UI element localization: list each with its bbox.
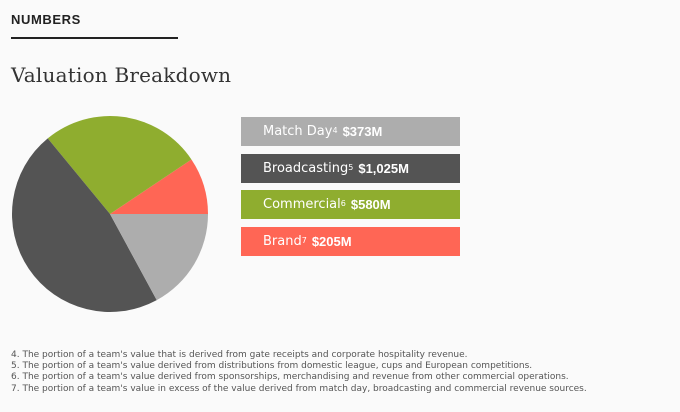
legend-item-broadcasting: Broadcasting 5 $1,025M [241,153,460,183]
legend-value-match-day: $373M [342,124,383,139]
pie-slice-broadcasting [12,138,157,312]
footnote-ref-7: 7 [301,235,307,245]
pie-chart [12,115,209,312]
footnote-ref-6: 6 [340,199,346,208]
footnote-4: 4. The portion of a team's value that is… [11,350,468,360]
legend-value-brand: $205M [311,233,352,249]
pie-slice-match-day [110,214,208,301]
footnote-7: 7. The portion of a team's value in exce… [11,383,587,394]
pie-slice-brand [110,159,209,214]
legend-item-commercial: Commercial 6 $580M [241,190,460,219]
section-label: NUMBERS [11,12,81,27]
legend-label-brand: Brand [263,233,302,249]
footnote-ref-4: 4 [332,126,338,135]
legend-label-match-day: Match Day [263,124,333,139]
section-underline [11,37,178,39]
footnote-6: 6. The portion of a team's value derived… [11,372,569,383]
legend: Match Day 4 $373M Broadcasting 5 $1,025M C… [241,117,460,263]
page-title: Valuation Breakdown [11,63,232,87]
legend-item-match-day: Match Day 4 $373M [241,117,460,146]
footnotes: 4. The portion of a team's value that is… [11,350,587,395]
legend-item-brand: Brand 7 $205M [241,226,460,256]
legend-label-commercial: Commercial [263,197,341,212]
legend-value-broadcasting: $1,025M [358,160,409,176]
legend-label-broadcasting: Broadcasting [263,160,349,176]
footnote-ref-5: 5 [348,162,354,172]
pie-slice-commercial [47,115,192,214]
footnote-5: 5. The portion of a team's value derived… [11,361,533,372]
legend-value-commercial: $580M [350,197,391,212]
